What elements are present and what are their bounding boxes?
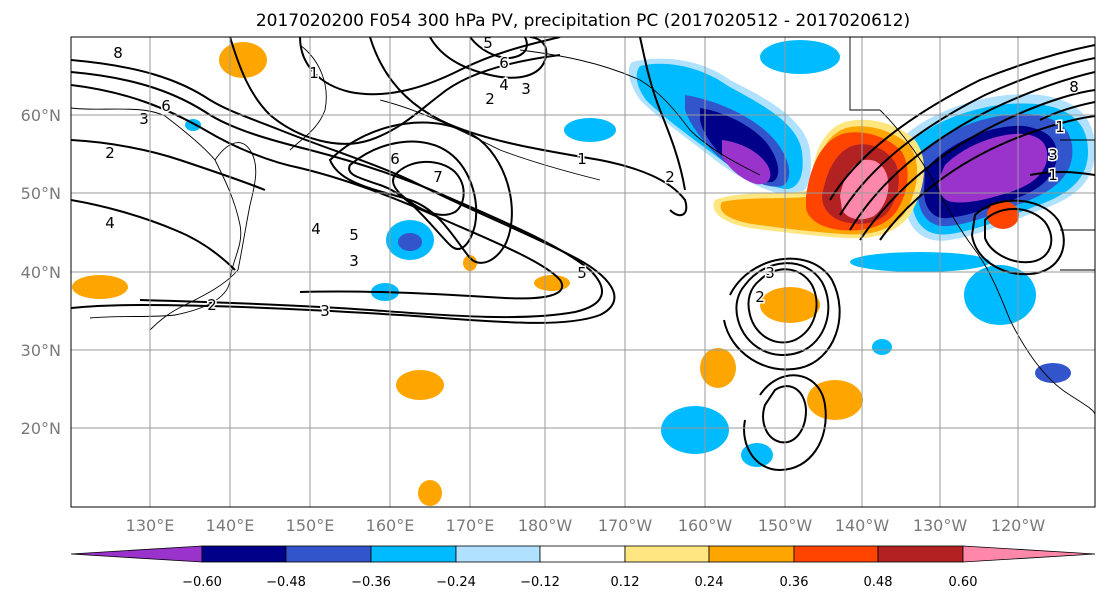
shade-cell-3b [398, 233, 422, 251]
contour-label: 8 [113, 44, 123, 62]
gridlines [71, 37, 1095, 507]
lon-label: 120°W [991, 516, 1046, 535]
shade-cell-12 [741, 443, 773, 467]
contour-label: 1 [1055, 118, 1065, 136]
lon-label: 170°W [598, 516, 653, 535]
lon-label: 150°E [286, 516, 335, 535]
contour-label: 3 [349, 252, 359, 270]
lon-label: 130°W [913, 516, 968, 535]
lat-label: 40°N [21, 263, 61, 282]
precip-shading [72, 40, 1095, 506]
shade-cell-4 [534, 275, 570, 291]
shade-cell-19 [760, 40, 840, 74]
lon-label: 140°W [835, 516, 890, 535]
colorbar-tick-label: 0.60 [949, 575, 978, 590]
shade-cell-20 [850, 252, 990, 272]
contour-label: 3 [765, 264, 775, 282]
contour-label: 2 [485, 90, 495, 108]
colorbar-segment [877, 545, 964, 563]
lon-label: 170°E [446, 516, 495, 535]
colorbar-tick-label: 0.36 [780, 575, 809, 590]
colorbar-segment [708, 545, 795, 563]
contour-label: 4 [499, 76, 509, 94]
shade-neg-pnw-purple [938, 133, 1048, 203]
map-frame [70, 36, 1096, 508]
shade-cell-14 [987, 201, 1019, 229]
contour-label: 1 [1048, 166, 1058, 184]
contour-label: 3 [320, 302, 330, 320]
contour-label: 5 [483, 34, 493, 52]
colorbar-segment [962, 545, 1096, 563]
colorbar: −0.60 −0.48 −0.36 −0.24 −0.12 0.12 0.24 … [70, 545, 1096, 590]
lat-label: 50°N [21, 184, 61, 203]
shade-cell-2 [564, 118, 616, 142]
contour-label: 2 [755, 288, 765, 306]
lat-label: 20°N [21, 419, 61, 438]
longitude-labels: 130°E 140°E 150°E 160°E 170°E 180°W 170°… [126, 516, 1046, 535]
colorbar-segment [70, 545, 203, 563]
contour-label: 7 [433, 168, 443, 186]
shade-pos-bc-pink [840, 159, 889, 220]
contour-label: 8 [1069, 78, 1079, 96]
lon-label: 160°E [366, 516, 415, 535]
lon-label: 160°W [678, 516, 733, 535]
colorbar-ticks: −0.60 −0.48 −0.36 −0.24 −0.12 0.12 0.24 … [182, 575, 977, 590]
colorbar-segment [201, 545, 287, 563]
contour-label: 6 [161, 97, 171, 115]
contour-label: 1 [309, 64, 319, 82]
colorbar-segment [455, 545, 541, 563]
contour-label: 3 [521, 80, 531, 98]
lon-label: 140°E [206, 516, 255, 535]
lon-label: 130°E [126, 516, 175, 535]
shade-cell-5 [72, 275, 128, 299]
colorbar-segment [624, 545, 710, 563]
contour-label: 2 [665, 168, 675, 186]
shade-neg-alaska-purple [722, 140, 771, 185]
colorbar-tick-label: −0.60 [182, 575, 222, 590]
colorbar-segment [285, 545, 372, 563]
colorbar-tick-label: 0.12 [611, 575, 640, 590]
lon-label: 180°W [518, 516, 573, 535]
shade-cell-16 [418, 480, 442, 506]
shade-cell-1 [219, 42, 267, 78]
colorbar-segments [70, 545, 1096, 563]
colorbar-tick-label: −0.36 [351, 575, 391, 590]
colorbar-tick-label: −0.48 [266, 575, 306, 590]
contour-label: 3 [139, 110, 149, 128]
shade-cell-11 [661, 406, 729, 454]
colorbar-tick-label: −0.24 [436, 575, 476, 590]
lon-label: 150°W [758, 516, 813, 535]
lat-label: 60°N [21, 106, 61, 125]
contour-label: 6 [390, 150, 400, 168]
contour-label: 2 [207, 296, 217, 314]
contour-label: 6 [499, 54, 509, 72]
contour-label: 4 [311, 220, 321, 238]
contour-label: 2 [105, 144, 115, 162]
shade-cell-7 [700, 348, 736, 388]
latitude-labels: 60°N 50°N 40°N 30°N 20°N [21, 106, 61, 438]
lat-label: 30°N [21, 341, 61, 360]
shade-cell-9 [760, 287, 820, 323]
contour-label: 5 [577, 264, 587, 282]
colorbar-segment [539, 545, 626, 563]
pv-contours [71, 37, 1095, 472]
contour-label: 4 [105, 214, 115, 232]
colorbar-tick-label: 0.24 [695, 575, 724, 590]
map-area: 8 6 3 2 4 1 7 5 6 4 3 5 3 2 3 2 1 2 5 3 … [71, 34, 1095, 507]
contour-label: 5 [349, 226, 359, 244]
colorbar-segment [370, 545, 457, 563]
shade-cell-10 [807, 380, 863, 420]
chart-title: 2017020200 F054 300 hPa PV, precipitatio… [256, 11, 910, 31]
shade-cell-8 [396, 370, 444, 400]
colorbar-segment [793, 545, 879, 563]
contour-label: 1 [577, 150, 587, 168]
colorbar-tick-label: 0.48 [864, 575, 893, 590]
contour-labels: 8 6 3 2 4 1 7 5 6 4 3 5 3 2 3 2 1 2 5 3 … [104, 34, 1081, 322]
shade-cell-15 [1035, 363, 1071, 383]
contour-label: 3 [1048, 146, 1058, 164]
shade-cell-21 [872, 339, 892, 355]
colorbar-tick-label: −0.12 [520, 575, 560, 590]
